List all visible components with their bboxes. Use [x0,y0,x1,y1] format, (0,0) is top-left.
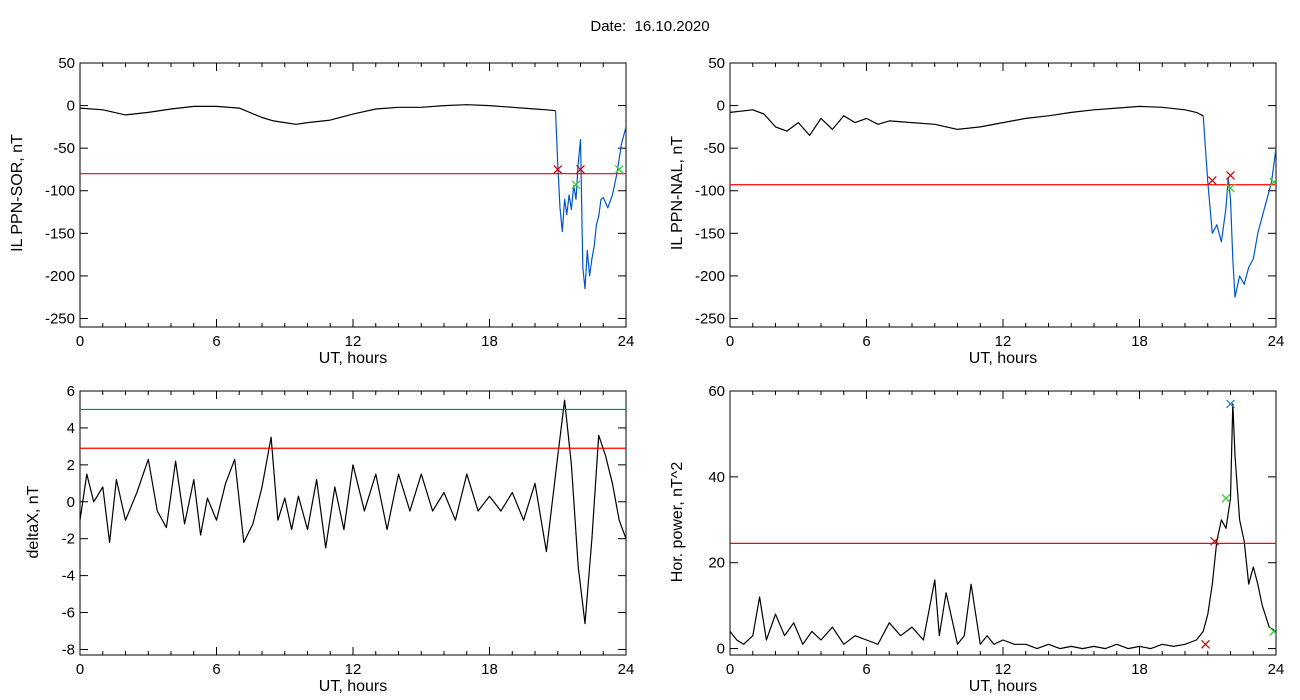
chart-panel-1: 0 6 12 18 24 50 0 -50 -100 -150 -200 -250 UT, hours I… [9,55,634,367]
event-marker [553,165,563,174]
x-tick-label: 18 [481,661,498,678]
y-tick-label: -200 [45,268,75,285]
plot-frame [79,390,627,656]
y-tick-label: 60 [708,383,725,400]
y-tick-label: 0 [717,98,725,115]
y-tick-label: 0 [717,641,725,658]
event-marker [1221,493,1231,503]
plot-frame [729,390,1277,656]
series-line-2 [1202,115,1276,298]
x-tick-label: 0 [76,661,84,678]
plot-area [80,399,626,625]
y-tick-label: -50 [703,140,725,157]
x-axis-label: UT, hours [969,678,1037,695]
x-tick-label: 18 [481,333,498,350]
y-tick-label: -8 [62,641,75,658]
series-line-1 [730,403,1276,650]
series-line-1 [80,399,626,625]
x-tick-label: 24 [618,661,635,678]
x-axis-label: UT, hours [319,350,387,367]
x-tick-label: 12 [345,333,362,350]
y-axis-label: Hor. power, nT^2 [669,462,686,583]
y-tick-label: -2 [62,531,75,548]
x-tick-label: 18 [1131,333,1148,350]
y-tick-label: 6 [67,383,75,400]
plot-area [80,104,626,290]
x-tick-label: 24 [1268,661,1285,678]
series-line-1 [730,105,1204,136]
event-marker [1201,639,1210,649]
y-tick-label: -4 [62,568,75,585]
event-marker [1226,183,1235,193]
y-axis-label: deltaX, nT [25,485,42,558]
plot-frame [729,62,1277,328]
y-tick-label: 40 [708,469,725,486]
event-marker [1210,536,1219,546]
x-tick-label: 18 [1131,661,1148,678]
y-tick-label: -150 [45,225,75,242]
chart-panel-4: 0 6 12 18 24 60 40 20 0 UT, hours Hor. power, nT^2 [669,383,1284,695]
y-tick-label: -150 [695,225,725,242]
x-axis-label: UT, hours [319,678,387,695]
x-tick-label: 6 [862,333,870,350]
x-axis-label: UT, hours [969,350,1037,367]
chart-panel-2: 0 6 12 18 24 50 0 -50 -100 -150 -200 -250 UT, hours I… [669,55,1284,367]
y-tick-label: -200 [695,268,725,285]
chart-panel-3: 0 6 12 18 24 6 4 2 0 -2 -4 -6 -8 UT, hours deltaX, nT [25,383,634,695]
x-tick-label: 12 [995,333,1012,350]
event-marker [571,180,581,190]
y-tick-label: 50 [708,55,725,72]
page-title: Date: 16.10.2020 [590,18,710,35]
series-line-1 [80,104,556,125]
y-tick-label: -50 [53,140,75,157]
y-tick-label: -100 [695,183,725,200]
x-tick-label: 0 [726,661,734,678]
x-tick-label: 6 [212,333,220,350]
x-tick-label: 0 [76,333,84,350]
x-tick-label: 0 [726,333,734,350]
event-marker [614,165,624,174]
y-axis-label: IL PPN-NAL, nT [669,136,686,250]
plot-area [730,105,1276,298]
x-tick-label: 12 [995,661,1012,678]
event-marker [576,165,585,174]
x-tick-label: 24 [618,333,635,350]
event-marker [1226,399,1235,409]
event-marker [1226,170,1235,180]
y-tick-label: -250 [45,310,75,327]
y-tick-label: 0 [67,98,75,115]
y-tick-label: -6 [62,605,75,622]
y-tick-label: 50 [58,55,75,72]
y-tick-label: 0 [67,494,75,511]
y-axis-label: IL PPN-SOR, nT [9,134,26,252]
x-tick-label: 6 [862,661,870,678]
plot-frame [79,62,627,328]
y-tick-label: 20 [708,555,725,572]
x-tick-label: 12 [345,661,362,678]
y-tick-label: 2 [67,457,75,474]
plot-area [730,399,1276,650]
series-line-2 [554,110,626,290]
event-marker [1207,176,1217,185]
y-tick-label: 4 [67,420,75,437]
y-tick-label: -100 [45,183,75,200]
event-marker [1269,626,1276,636]
y-tick-label: -250 [695,310,725,327]
x-tick-label: 24 [1268,333,1285,350]
event-marker [1269,177,1276,187]
x-tick-label: 6 [212,661,220,678]
